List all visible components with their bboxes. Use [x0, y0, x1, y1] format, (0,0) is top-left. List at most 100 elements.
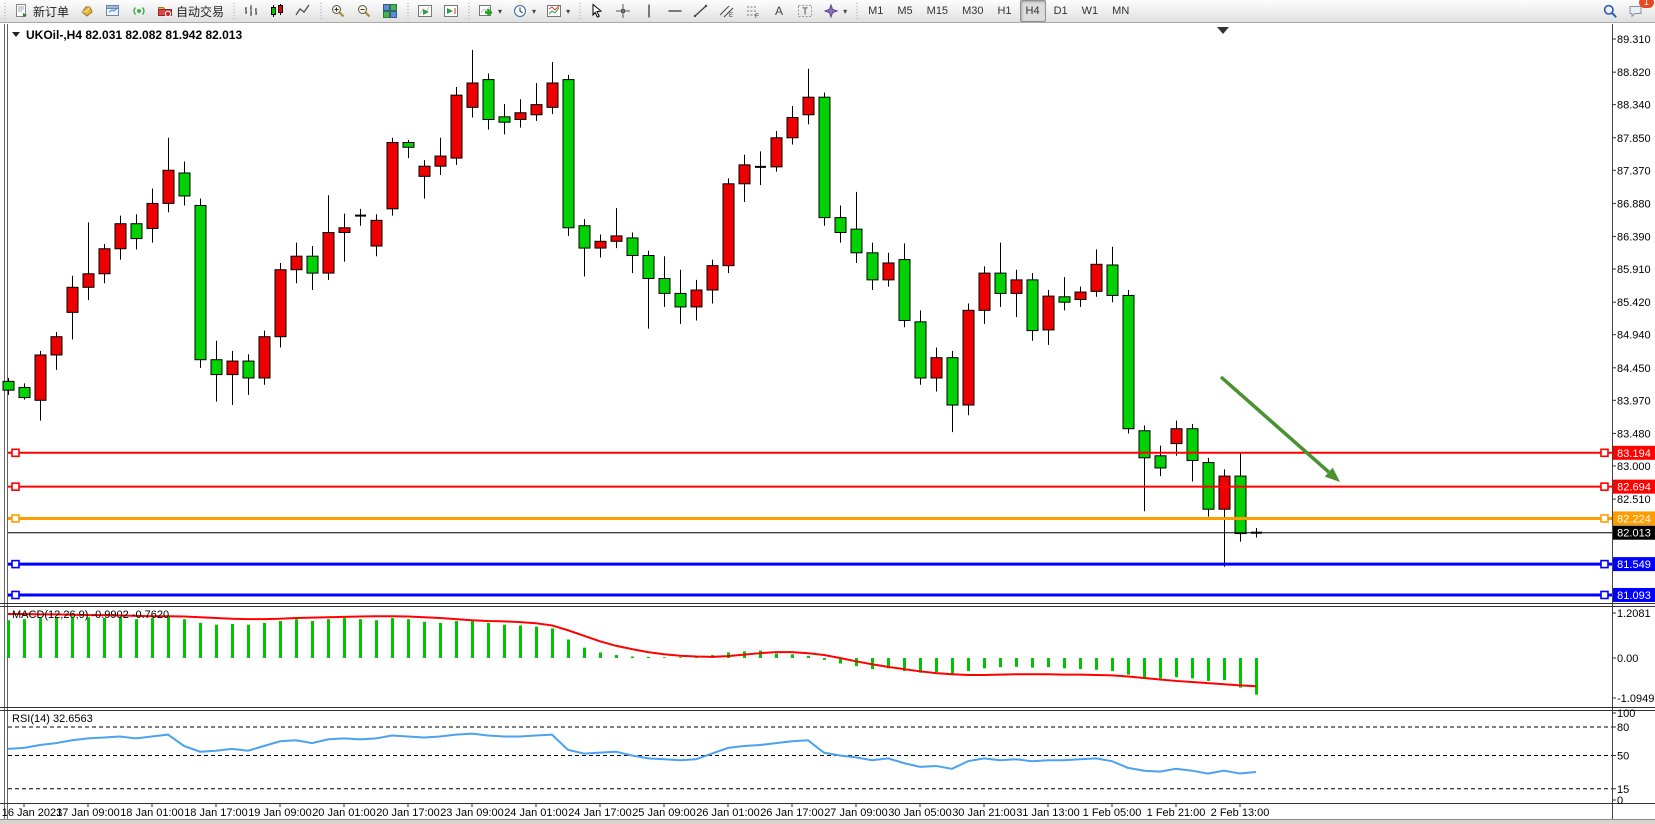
candle — [658, 278, 671, 294]
clock-icon — [512, 3, 528, 19]
svg-text:2 Feb 13:00: 2 Feb 13:00 — [1211, 807, 1270, 819]
rsi-pane[interactable]: 100 80 50 150 RSI(14) 32.6563 — [7, 708, 1635, 807]
toolbar-group: ▾ ▾ ▾ — [473, 0, 575, 22]
chart-header: UKOil-,H4 82.031 82.082 81.942 82.013 — [12, 28, 242, 42]
toolbar-group — [412, 0, 464, 22]
line-handle[interactable] — [1600, 590, 1609, 600]
profiles-button[interactable] — [75, 0, 99, 22]
horizontal-line-button[interactable] — [663, 0, 687, 22]
candle — [962, 309, 975, 406]
new-order-button-label: 新订单 — [33, 4, 70, 19]
templates-button[interactable]: ▾ — [542, 0, 574, 22]
timeframe-m5-button[interactable]: M5 — [897, 5, 913, 17]
line-handle[interactable] — [1600, 482, 1609, 491]
signals-button[interactable] — [127, 0, 151, 22]
macd-pane[interactable]: 1.2081 0.00 -1.0949 MACD(12,26,9) -0.9902 -… — [7, 608, 1654, 705]
collapse-triangle-icon[interactable] — [12, 32, 20, 37]
chart-canvas[interactable]: 89.310 88.820 88.340 87.850 87.370 86.880 86.3… — [0, 23, 1655, 824]
candle — [610, 235, 623, 242]
candle — [978, 272, 991, 311]
candle — [482, 79, 495, 121]
candle — [98, 248, 111, 275]
timeframe-h4-button[interactable]: H4 — [1019, 0, 1046, 22]
candle — [258, 336, 271, 379]
trend-arrow-annotation[interactable] — [1219, 375, 1340, 482]
candle — [802, 96, 815, 116]
indicators-button[interactable]: ▾ — [474, 0, 506, 22]
svg-text:83.194: 83.194 — [1617, 448, 1651, 460]
chart-shift-marker[interactable] — [1217, 27, 1229, 34]
gem-icon — [79, 3, 95, 19]
candle — [226, 360, 239, 376]
candle — [34, 354, 47, 401]
crosshair-button[interactable] — [611, 0, 635, 22]
candle — [850, 228, 863, 254]
bar-chart-button[interactable] — [239, 0, 263, 22]
timeframe-mn-button[interactable]: MN — [1112, 5, 1130, 17]
candle — [706, 265, 719, 291]
chevron-down-icon: ▾ — [566, 6, 571, 16]
timeframe-d1-button[interactable]: D1 — [1053, 5, 1068, 17]
search-button[interactable] — [1598, 0, 1622, 22]
toolbar-separator — [2, 3, 7, 19]
arrows-button[interactable]: ▾ — [819, 0, 851, 22]
line-handle[interactable] — [1600, 559, 1609, 569]
hline-icon — [667, 3, 683, 19]
candlestick-chart-button[interactable] — [265, 0, 289, 22]
line-handle[interactable] — [1600, 448, 1609, 458]
candle — [2, 380, 15, 391]
chart-shift-button[interactable] — [439, 0, 463, 22]
line-handle[interactable] — [11, 448, 20, 458]
zoom-out-button[interactable] — [352, 0, 376, 22]
zoom-in-button[interactable] — [326, 0, 350, 22]
line-handle[interactable] — [11, 482, 20, 491]
indicators-icon — [478, 3, 494, 19]
svg-text:89.310: 89.310 — [1617, 34, 1651, 46]
svg-text:82.694: 82.694 — [1617, 482, 1651, 494]
line-handle[interactable] — [11, 559, 20, 569]
autotrading-button[interactable]: 自动交易 — [153, 0, 228, 22]
candle — [1234, 475, 1247, 535]
text-label-button[interactable]: T — [793, 0, 817, 22]
timeframe-m30-button[interactable]: M30 — [962, 5, 984, 17]
timeframe-m15-button[interactable]: M15 — [926, 5, 949, 17]
trendline-button[interactable] — [689, 0, 713, 22]
vline-icon — [641, 3, 657, 19]
line-handle[interactable] — [1600, 514, 1609, 523]
timeframe-h1-button[interactable]: H1 — [997, 5, 1012, 17]
candle — [818, 96, 831, 219]
chart-window[interactable]: 89.310 88.820 88.340 87.850 87.370 86.880 86.3… — [0, 23, 1655, 824]
candle — [1074, 291, 1087, 300]
chevron-down-icon: ▾ — [532, 6, 537, 16]
line-handle[interactable] — [11, 514, 20, 523]
fibonacci-button[interactable]: F — [741, 0, 765, 22]
notifications-button[interactable]: 1 — [1624, 0, 1654, 22]
text-button[interactable]: A — [767, 0, 791, 22]
svg-text:20 Jan 01:00: 20 Jan 01:00 — [312, 807, 376, 819]
channel-button[interactable]: E — [715, 0, 739, 22]
periods-button[interactable]: ▾ — [508, 0, 540, 22]
svg-text:80: 80 — [1617, 722, 1629, 734]
timeframe-group: M1 M5 M15 M30 H1 H4 D1 W1 MN — [861, 0, 1136, 22]
market-watch-button[interactable] — [101, 0, 125, 22]
candle — [642, 255, 655, 280]
timeframe-w1-button[interactable]: W1 — [1081, 5, 1099, 17]
new-order-button[interactable]: 新订单 — [10, 0, 73, 22]
line-handle[interactable] — [11, 590, 20, 600]
folder-icon — [157, 3, 173, 19]
toolbar-separator — [466, 3, 472, 19]
candle — [1106, 264, 1119, 296]
timeframe-m1-button[interactable]: M1 — [868, 5, 884, 17]
cursor-button[interactable] — [585, 0, 609, 22]
auto-scroll-button[interactable] — [413, 0, 437, 22]
tile-windows-button[interactable] — [378, 0, 402, 22]
candle — [786, 116, 799, 139]
autoscroll-icon — [417, 3, 433, 19]
price-axis[interactable]: 89.310 88.820 88.340 87.850 87.370 86.880 86.3… — [1612, 34, 1651, 506]
toolbar-group — [238, 0, 316, 22]
vertical-line-button[interactable] — [637, 0, 661, 22]
candle — [866, 252, 879, 281]
candle — [946, 357, 959, 406]
line-chart-button[interactable] — [291, 0, 315, 22]
